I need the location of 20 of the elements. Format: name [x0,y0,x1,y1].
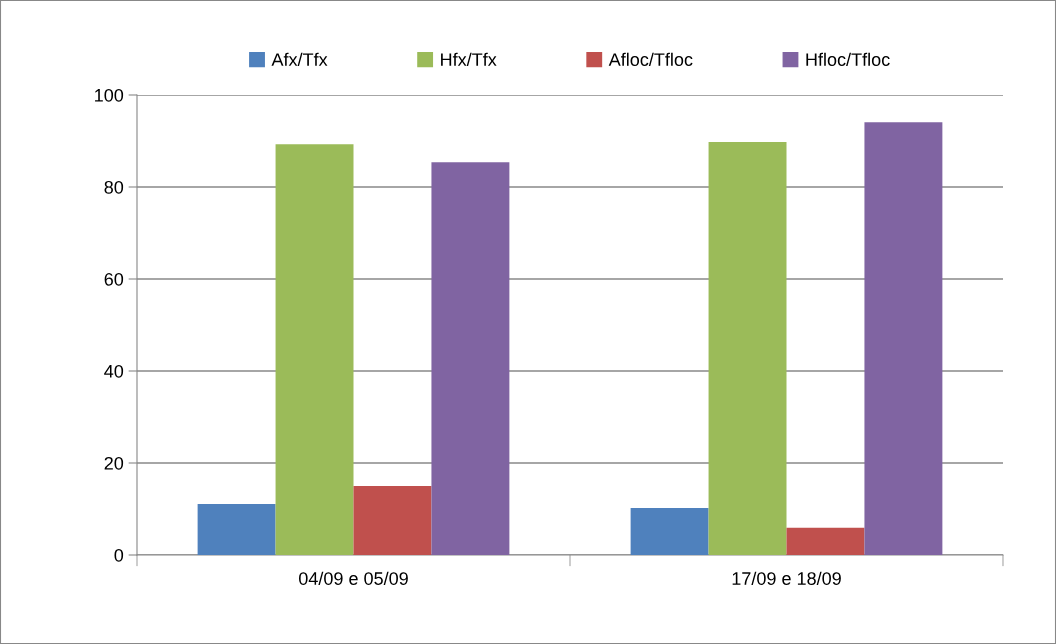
y-tick-label: 60 [104,272,124,286]
y-tick-label: 20 [104,456,124,470]
x-tick-label: 17/09 e 18/09 [732,571,841,585]
y-tick-label: 80 [104,180,124,194]
bar [786,527,865,555]
bar [708,141,787,555]
y-tick-label: 0 [114,548,124,562]
legend-label: Hfx/Tfx [441,52,497,66]
bar [431,162,510,555]
x-tick-label: 04/09 e 05/09 [298,571,408,585]
y-tick-label: 100 [95,88,124,102]
legend-label: Afx/Tfx [271,52,328,66]
legend-label: Afloc/Tfloc [608,52,693,66]
y-tick-label: 40 [104,364,124,378]
legend-label: Hfloc/Tfloc [806,52,890,66]
bar [630,508,709,555]
bar [197,503,276,555]
bar [275,144,354,555]
bar [353,486,432,555]
bar [864,122,943,555]
